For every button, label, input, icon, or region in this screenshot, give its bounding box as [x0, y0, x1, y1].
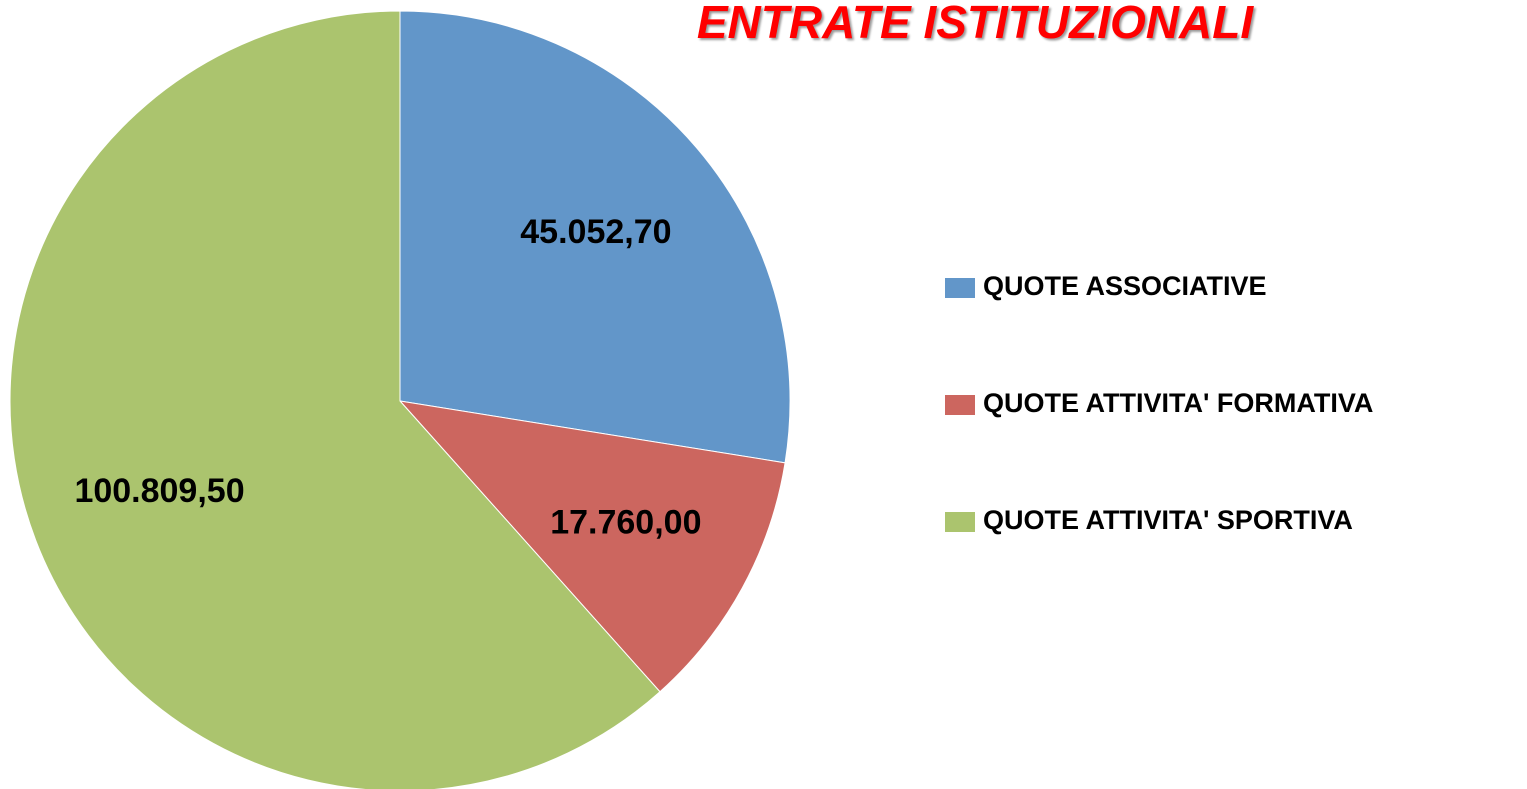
pie-slice [398, 400, 786, 693]
legend-label: QUOTE ASSOCIATIVE [983, 271, 1267, 301]
legend-swatch [945, 395, 975, 415]
pie-slice [9, 10, 661, 789]
data-label: 45.052,70 [520, 213, 671, 251]
data-label: 17.760,00 [550, 503, 701, 541]
legend-label: QUOTE ATTIVITA' FORMATIVA [983, 388, 1373, 418]
legend-swatch [945, 512, 975, 532]
legend-swatch [945, 278, 975, 298]
legend-label: QUOTE ATTIVITA' SPORTIVA [983, 505, 1353, 535]
data-label: 100.809,50 [74, 472, 244, 510]
pie-slice [399, 10, 791, 464]
chart-title: ENTRATE ISTITUZIONALI [697, 0, 1254, 48]
